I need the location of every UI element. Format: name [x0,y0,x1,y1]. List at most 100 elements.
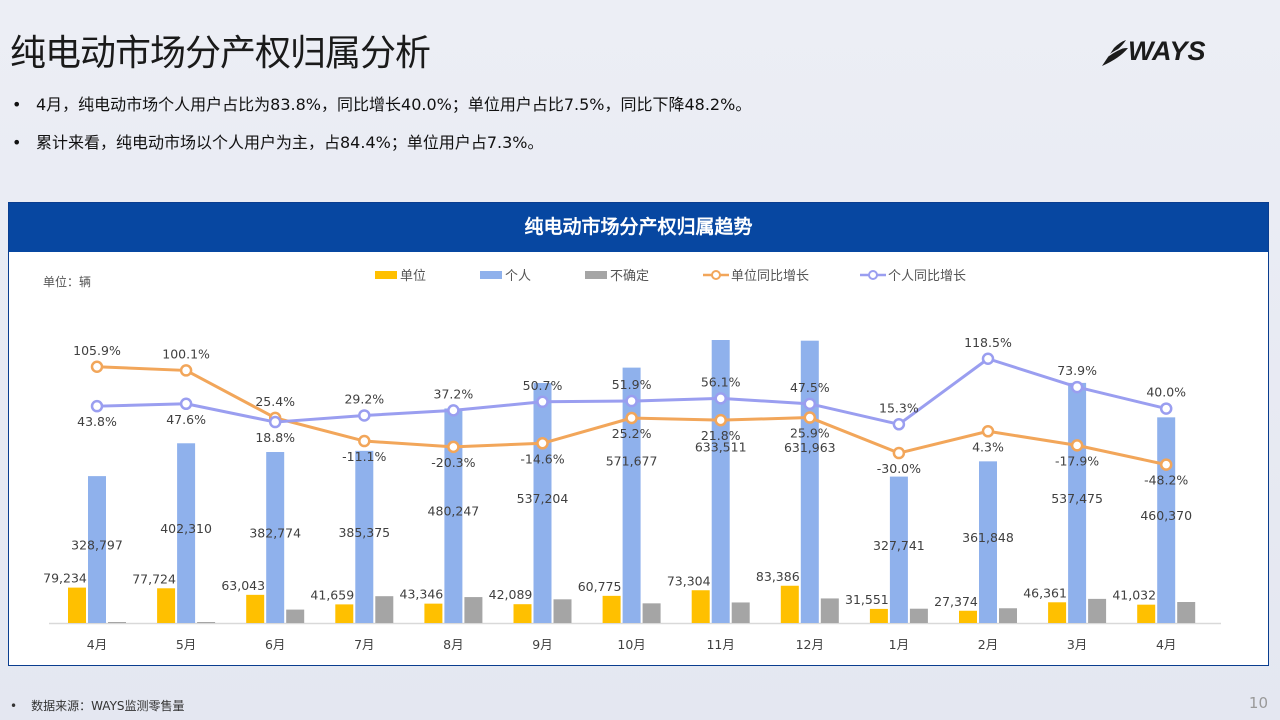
personal-yoy-point [90,399,104,413]
bar-label-unit: 63,043 [221,578,265,593]
unit-yoy-point [179,364,193,377]
bar-uncertain [820,598,839,623]
footer-bullet: • [10,699,18,713]
unit-yoy-point [1070,439,1084,452]
bar-uncertain [286,609,305,623]
personal-yoy-label: 51.9% [612,377,652,392]
bar-label-unit: 27,374 [934,594,978,609]
bar-unit [335,604,354,623]
bar-unit [691,590,710,623]
bar-unit [1048,602,1067,623]
personal-yoy-label: 15.3% [879,400,919,415]
bar-label-unit: 41,032 [1112,588,1156,603]
bar-label-unit: 42,089 [489,587,533,602]
personal-yoy-label: 43.8% [77,414,117,429]
bar-label-unit: 83,386 [756,569,800,584]
personal-yoy-point [1070,380,1084,394]
bar-label-personal: 385,375 [338,525,390,540]
summary-bullet: 4月，纯电动市场个人用户占比为83.8%，同比增长40.0%；单位用户占比7.5… [12,92,751,130]
legend-label: 单位 [400,269,427,284]
legend-item-personal[interactable]: 个人 [480,265,531,284]
unit-yoy-label: 105.9% [73,343,121,358]
data-source-text: 数据来源：WAYS监测零售量 [31,699,185,713]
x-tick-label: 7月 [354,637,374,652]
legend-label: 个人 [505,269,532,284]
bar-uncertain [375,596,394,623]
personal-yoy-point [358,409,371,422]
bar-unit [1137,604,1156,623]
personal-yoy-point [447,404,460,417]
personal-yoy-label: 47.6% [166,412,206,427]
unit-yoy-label: -48.2% [1144,473,1188,488]
bar-unit [869,608,888,623]
legend-item-unit[interactable]: 单位 [375,265,426,284]
personal-yoy-label: 29.2% [344,391,384,406]
bar-label-personal: 537,475 [1051,491,1103,506]
page-title: 纯电动市场分产权归属分析 [10,33,431,74]
combo-chart: 4月 5月 6月 7月 8月 9月 10月 11月 12月 1月 2月 3月 4月 79,234 328,7… [43,335,1221,652]
bar-unit [602,595,621,623]
bar-label-unit: 41,659 [310,587,354,602]
bar-uncertain [999,608,1017,623]
bar-label-personal: 571,677 [606,453,658,468]
bar-label-personal: 402,310 [160,521,212,536]
legend-swatch-unit [375,270,397,279]
bar-label-unit: 77,724 [132,571,176,586]
bar-label-unit: 46,361 [1023,585,1067,600]
x-tick-label: 1月 [889,637,909,652]
legend-line-marker-icon [703,269,729,280]
unit-yoy-label: -17.9% [1055,453,1099,468]
bar-label-personal: 382,774 [249,526,301,541]
legend-label: 个人同比增长 [888,269,967,284]
bar-unit [513,604,532,623]
personal-yoy-point [981,352,995,366]
bar-personal [266,452,285,623]
bar-unit [246,594,265,623]
x-tick-label: 9月 [532,637,552,652]
legend-item-unit-yoy[interactable]: 单位同比增长 [703,265,809,284]
unit-yoy-label: 4.3% [972,439,1004,454]
bar-label-personal: 631,963 [784,440,836,455]
unit-label: 单位：辆 [43,275,92,289]
personal-yoy-label: 40.0% [1146,385,1186,400]
bar-unit [424,603,443,623]
personal-yoy-label: 50.7% [523,378,563,393]
unit-yoy-label: 25.4% [255,394,295,409]
bar-personal [177,443,196,623]
legend-label: 单位同比增长 [731,269,810,284]
personal-yoy-point [892,418,906,431]
legend-item-uncertain[interactable]: 不确定 [585,265,649,284]
chart-legend: 单位 个人 不确定 单位同比增长 个人同比增长 [9,265,1268,284]
personal-yoy-point [268,415,282,429]
unit-yoy-point [90,360,104,374]
bar-unit [157,588,176,623]
unit-yoy-label: 100.1% [162,346,210,361]
unit-yoy-label: -20.3% [431,455,475,470]
bar-uncertain [642,603,661,623]
personal-yoy-label: 56.1% [701,374,741,389]
chart-panel: 纯电动市场分产权归属趋势 单位：辆 单位 个人 不确定 单位同比增长 [8,202,1269,666]
x-tick-label: 8月 [443,637,463,652]
personal-yoy-point [714,392,727,405]
legend-line-marker-icon [860,269,886,280]
unit-yoy-point [536,437,549,450]
logo-text: WAYS [1128,36,1206,66]
unit-yoy-point [625,411,638,425]
legend-item-personal-yoy[interactable]: 个人同比增长 [860,265,966,284]
x-tick-label: 6月 [265,637,285,652]
unit-yoy-label: 25.2% [612,426,652,441]
bar-label-personal: 633,511 [695,440,747,455]
personal-yoy-label: 18.8% [255,430,295,445]
x-tick-label: 4月 [1156,637,1176,652]
bar-label-unit: 73,304 [667,573,711,588]
bar-uncertain [1177,602,1196,623]
bar-personal [88,476,106,623]
page-number: 10 [1248,694,1268,712]
unit-yoy-point [358,434,371,448]
x-tick-label: 2月 [978,637,998,652]
ways-logo-mark-icon [1102,40,1128,66]
bar-uncertain [197,622,216,623]
bar-label-unit: 79,234 [43,571,87,586]
bar-label-personal: 537,204 [517,491,569,506]
x-tick-label: 4月 [87,637,107,652]
